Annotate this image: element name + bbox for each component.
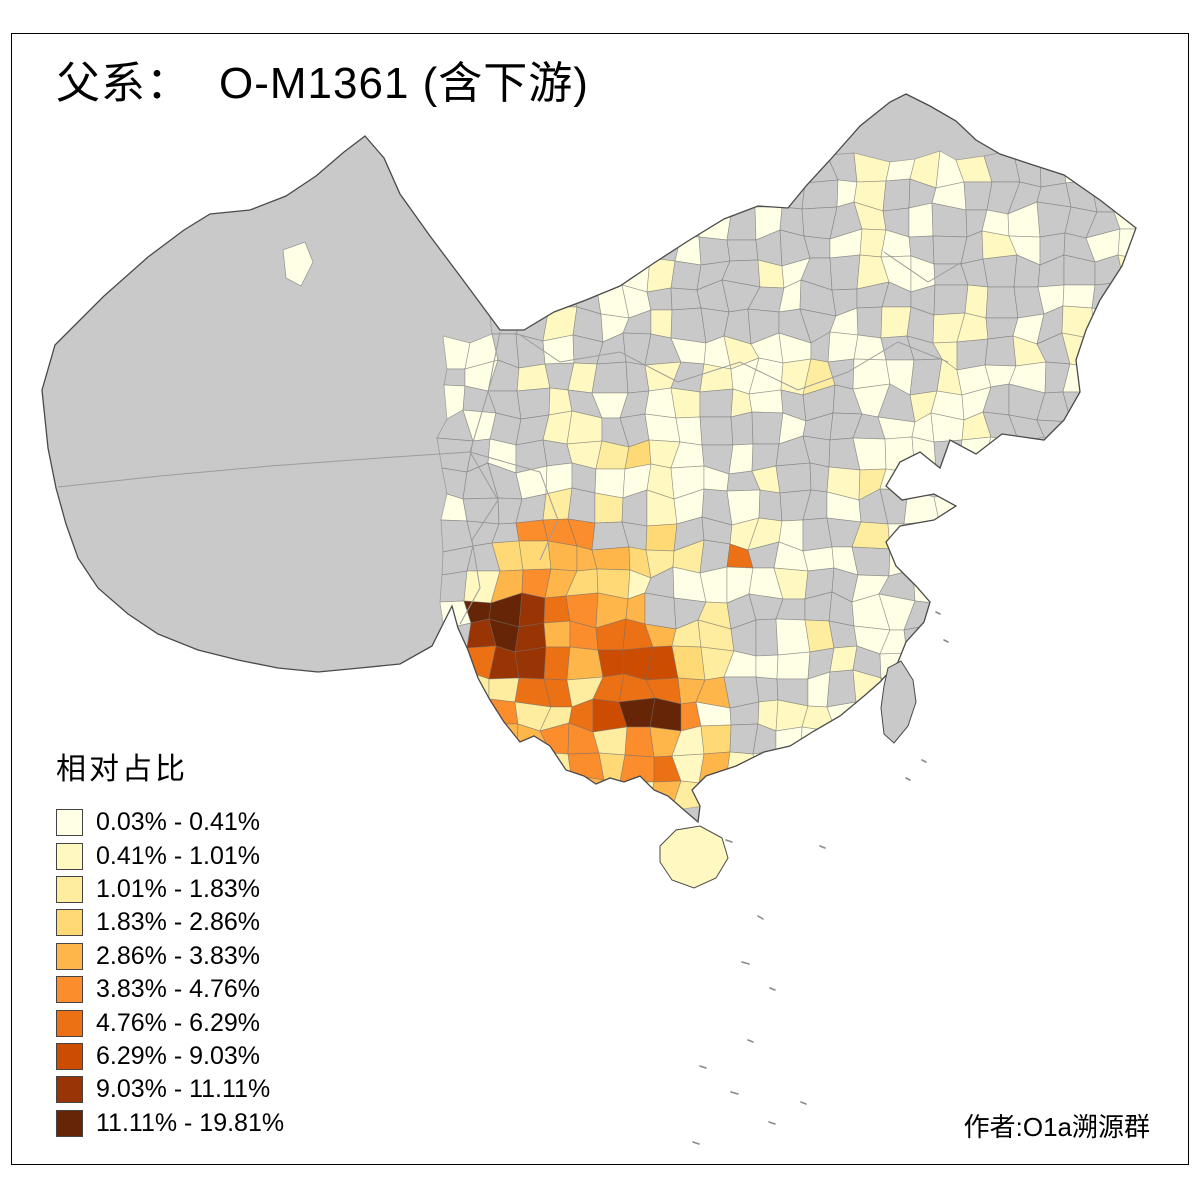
legend-swatch [56,1009,83,1037]
legend-item-label: 4.76% - 6.29% [96,1008,260,1037]
legend-item: 0.03% - 0.41% [56,806,284,839]
legend-swatch [56,976,83,1004]
legend-item-label: 0.03% - 0.41% [96,808,260,837]
legend-item: 11.11% - 19.81% [56,1107,284,1140]
prefecture-cells [436,149,1136,812]
title-haplogroup: O-M1361 (含下游) [219,59,589,108]
province-boundaries [57,251,963,625]
legend-title: 相对占比 [56,753,188,786]
legend-item-label: 11.11% - 19.81% [96,1108,285,1137]
legend-items: 0.03% - 0.41% 0.41% - 1.01% 1.01% - 1.83% 1… [56,806,284,1140]
legend-swatch [56,1109,83,1137]
legend-item-label: 2.86% - 3.83% [96,941,260,970]
legend: 相对占比 0.03% - 0.41% 0.41% - 1.01% 1.01% - 1… [56,744,284,1140]
legend-swatch [56,1042,83,1070]
legend-item-label: 3.83% - 4.76% [96,975,260,1004]
legend-swatch [56,809,83,837]
legend-item-label: 1.83% - 2.86% [96,908,260,937]
xinjiang-data-patch [282,241,314,287]
legend-item: 6.29% - 9.03% [56,1040,284,1073]
legend-item-label: 9.03% - 11.11% [96,1075,271,1104]
map-title: 父系： O-M1361 (含下游) [56,59,589,108]
legend-item: 4.76% - 6.29% [56,1006,284,1039]
title-prefix: 父系： [56,59,191,108]
legend-item: 1.01% - 1.83% [56,873,284,906]
legend-swatch [56,842,83,870]
legend-swatch [56,942,83,970]
legend-swatch [56,875,83,903]
legend-swatch [56,909,83,937]
national-border [41,93,1137,824]
hainan-island [659,825,729,889]
legend-item: 3.83% - 4.76% [56,973,284,1006]
small-islands [692,611,949,1145]
legend-item-label: 6.29% - 9.03% [96,1041,260,1070]
author-credit: 作者:O1a溯源群 [963,1112,1150,1142]
legend-item: 0.41% - 1.01% [56,839,284,872]
legend-swatch [56,1076,83,1104]
legend-item: 2.86% - 3.83% [56,940,284,973]
legend-item-label: 0.41% - 1.01% [96,841,260,870]
legend-item: 9.03% - 11.11% [56,1073,284,1106]
taiwan-island [880,660,917,744]
legend-item-label: 1.01% - 1.83% [96,874,260,903]
legend-item: 1.83% - 2.86% [56,906,284,939]
